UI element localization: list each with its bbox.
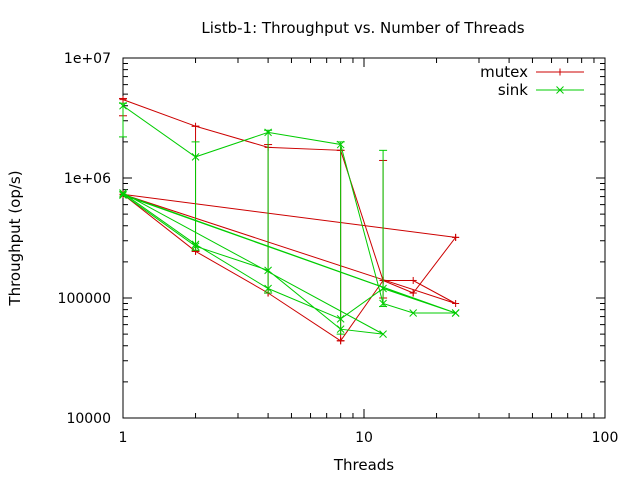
data-point [192, 122, 200, 130]
data-point [119, 189, 127, 197]
series-line [121, 99, 457, 342]
legend-entry-mutex: mutex [480, 63, 584, 81]
data-point [264, 266, 272, 275]
data-point [191, 240, 200, 249]
data-point [264, 128, 272, 137]
axis-ticks [122, 58, 606, 419]
x-tick-label: 10 [355, 430, 373, 446]
x-axis-label: Threads [333, 456, 394, 474]
y-tick-label: 1e+07 [64, 51, 111, 67]
legend-entry-sink: sink [498, 81, 584, 99]
data-point [379, 330, 387, 338]
chart-title: Listb-1: Throughput vs. Number of Thread… [201, 19, 524, 37]
data-point [409, 309, 418, 317]
data-point [336, 140, 345, 149]
error-bar [264, 129, 273, 294]
data-point [451, 309, 460, 317]
series-layer [119, 96, 460, 345]
y-tick-label: 1e+06 [64, 171, 111, 187]
data-point [336, 315, 345, 323]
data-point [119, 191, 127, 199]
data-point [409, 289, 417, 297]
error-bar [336, 141, 345, 335]
data-point [191, 153, 200, 161]
series-sink [119, 101, 460, 338]
series-mutex [119, 96, 460, 345]
data-point [452, 233, 460, 241]
data-point [191, 242, 200, 251]
data-point [119, 101, 127, 110]
y-tick-label: 100000 [58, 291, 111, 307]
data-point [556, 86, 564, 94]
y-axis-label: Throughput (op/s) [6, 170, 24, 306]
x-tick-label: 1 [119, 430, 128, 446]
x-tick-label: 100 [592, 430, 619, 446]
series-line [122, 105, 456, 335]
data-point [452, 299, 460, 307]
data-point [264, 284, 272, 293]
data-point [336, 325, 345, 334]
legend-label: mutex [480, 63, 528, 81]
data-point [337, 337, 345, 345]
y-tick-label: 10000 [66, 411, 111, 427]
data-point [119, 96, 127, 104]
data-point [119, 190, 127, 199]
legend-label: sink [498, 81, 528, 99]
data-point [379, 284, 387, 293]
data-point [409, 276, 417, 284]
data-point [556, 68, 564, 76]
axis-tick-labels: 1 10 100 10000 100000 1e+06 1e+07 [58, 51, 619, 446]
data-point [379, 299, 387, 308]
